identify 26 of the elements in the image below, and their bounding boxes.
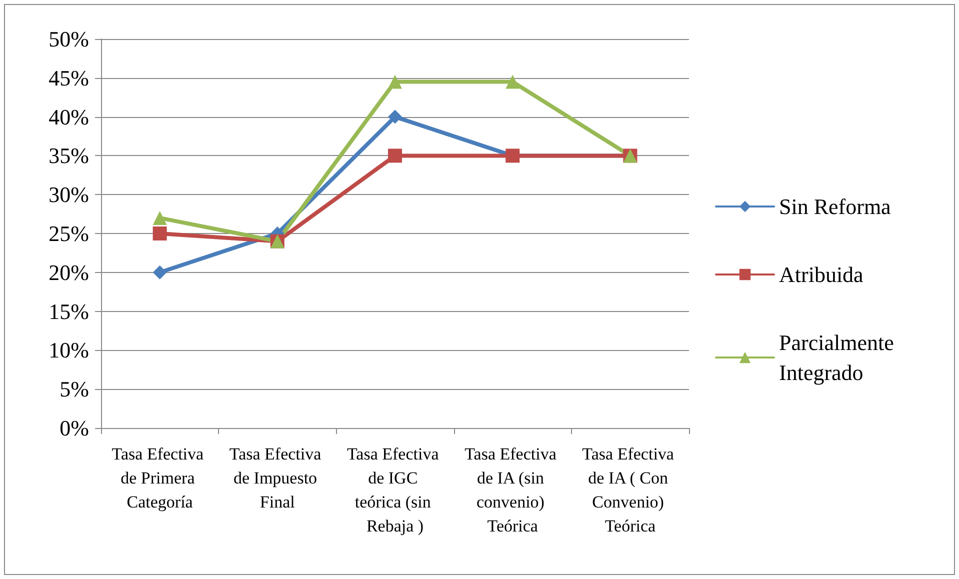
y-tick-label: 30% bbox=[48, 182, 89, 208]
point bbox=[506, 74, 520, 89]
x-tick-label: Tasa Efectiva de IGC teórica (sin Rebaja ) bbox=[346, 444, 444, 536]
y-tick-label: 25% bbox=[48, 221, 89, 246]
y-tick-label: 15% bbox=[48, 298, 89, 324]
x-tick-label: Tasa Efectiva de Primera Categoría bbox=[112, 444, 208, 512]
point bbox=[152, 265, 167, 280]
legend-label: Atribuida bbox=[779, 262, 864, 287]
point bbox=[388, 74, 402, 89]
point bbox=[152, 210, 167, 225]
y-tick-label: 45% bbox=[48, 65, 89, 90]
y-tick-label: 5% bbox=[60, 376, 89, 402]
point bbox=[388, 110, 402, 124]
y-tick-label: 10% bbox=[48, 338, 89, 363]
y-tick-label: 20% bbox=[48, 260, 89, 285]
x-tick-label: Tasa Efectiva de Impuesto Final bbox=[229, 444, 326, 512]
point bbox=[388, 148, 402, 163]
y-tick-label: 0% bbox=[60, 416, 89, 440]
legend-label: Sin Reforma bbox=[779, 194, 892, 219]
point bbox=[152, 226, 167, 240]
legend-label: Parcialmente Integrado bbox=[779, 330, 900, 385]
y-tick-label: 35% bbox=[48, 143, 89, 168]
x-tick-label: Tasa Efectiva de IA ( Con Convenio) Teórica bbox=[582, 444, 678, 536]
y-tick-label: 40% bbox=[48, 104, 89, 130]
x-tick-label: Tasa Efectiva de IA (sin convenio) Teórica bbox=[464, 444, 561, 536]
y-tick-label: 50% bbox=[48, 26, 89, 52]
